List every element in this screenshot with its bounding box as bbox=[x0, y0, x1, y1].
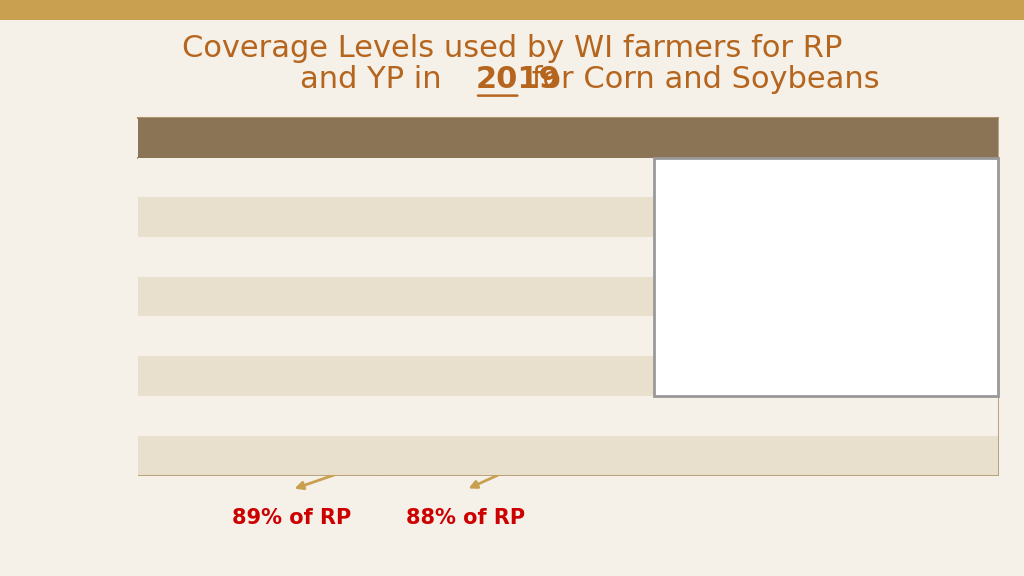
Text: 75%: 75% bbox=[241, 367, 276, 385]
Text: Coverage Levels used by WI farmers for RP: Coverage Levels used by WI farmers for R… bbox=[182, 35, 842, 63]
Text: 1%: 1% bbox=[572, 169, 599, 187]
Text: 2019: 2019 bbox=[475, 65, 560, 94]
Text: 44%: 44% bbox=[428, 367, 468, 385]
Text: 3%: 3% bbox=[899, 407, 926, 425]
Text: 0%: 0% bbox=[727, 446, 754, 464]
Text: 45%: 45% bbox=[894, 169, 931, 187]
Text: Soy YP: Soy YP bbox=[883, 130, 942, 145]
Text: 80%: 80% bbox=[241, 407, 276, 425]
Text: 5%: 5% bbox=[435, 446, 461, 464]
Text: 3%: 3% bbox=[572, 287, 599, 306]
Text: 0%: 0% bbox=[435, 209, 461, 226]
Text: Soy RP: Soy RP bbox=[556, 130, 615, 145]
Text: 55%: 55% bbox=[241, 209, 276, 226]
Text: 3%: 3% bbox=[727, 407, 754, 425]
Text: 70%: 70% bbox=[241, 327, 276, 346]
Text: 85%: 85% bbox=[241, 446, 276, 464]
Text: 50%: 50% bbox=[241, 169, 276, 187]
Text: 60%: 60% bbox=[241, 248, 276, 266]
Text: 1%: 1% bbox=[572, 248, 599, 266]
Text: 30%: 30% bbox=[428, 407, 468, 425]
Text: for Corn and Soybeans: for Corn and Soybeans bbox=[522, 65, 880, 94]
Text: Corn RP: Corn RP bbox=[414, 130, 482, 145]
Text: 0%: 0% bbox=[572, 209, 599, 226]
Text: 6%: 6% bbox=[572, 446, 599, 464]
Text: Corn YP: Corn YP bbox=[707, 130, 774, 145]
Text: Coverage Level: Coverage Level bbox=[193, 130, 325, 145]
Text: 88% of RP: 88% of RP bbox=[407, 509, 525, 528]
Text: 51%: 51% bbox=[722, 169, 759, 187]
Text: and YP in: and YP in bbox=[300, 65, 452, 94]
Text: 89% of RP: 89% of RP bbox=[232, 509, 351, 528]
Text: 1%: 1% bbox=[435, 169, 461, 187]
Text: 15%: 15% bbox=[565, 327, 605, 346]
Text: 15%: 15% bbox=[428, 327, 468, 346]
Text: 42%: 42% bbox=[565, 367, 605, 385]
Text: 1%: 1% bbox=[435, 248, 461, 266]
Text: 3%: 3% bbox=[435, 287, 461, 306]
Text: 31%: 31% bbox=[565, 407, 605, 425]
Text: 65%: 65% bbox=[241, 287, 276, 306]
Text: 0%: 0% bbox=[899, 446, 926, 464]
Text: 65%-70% of all
corn & soybean
acres planted in
WI use RP with a
70% to 80%
cover: 65%-70% of all corn & soybean acres plan… bbox=[757, 218, 896, 335]
